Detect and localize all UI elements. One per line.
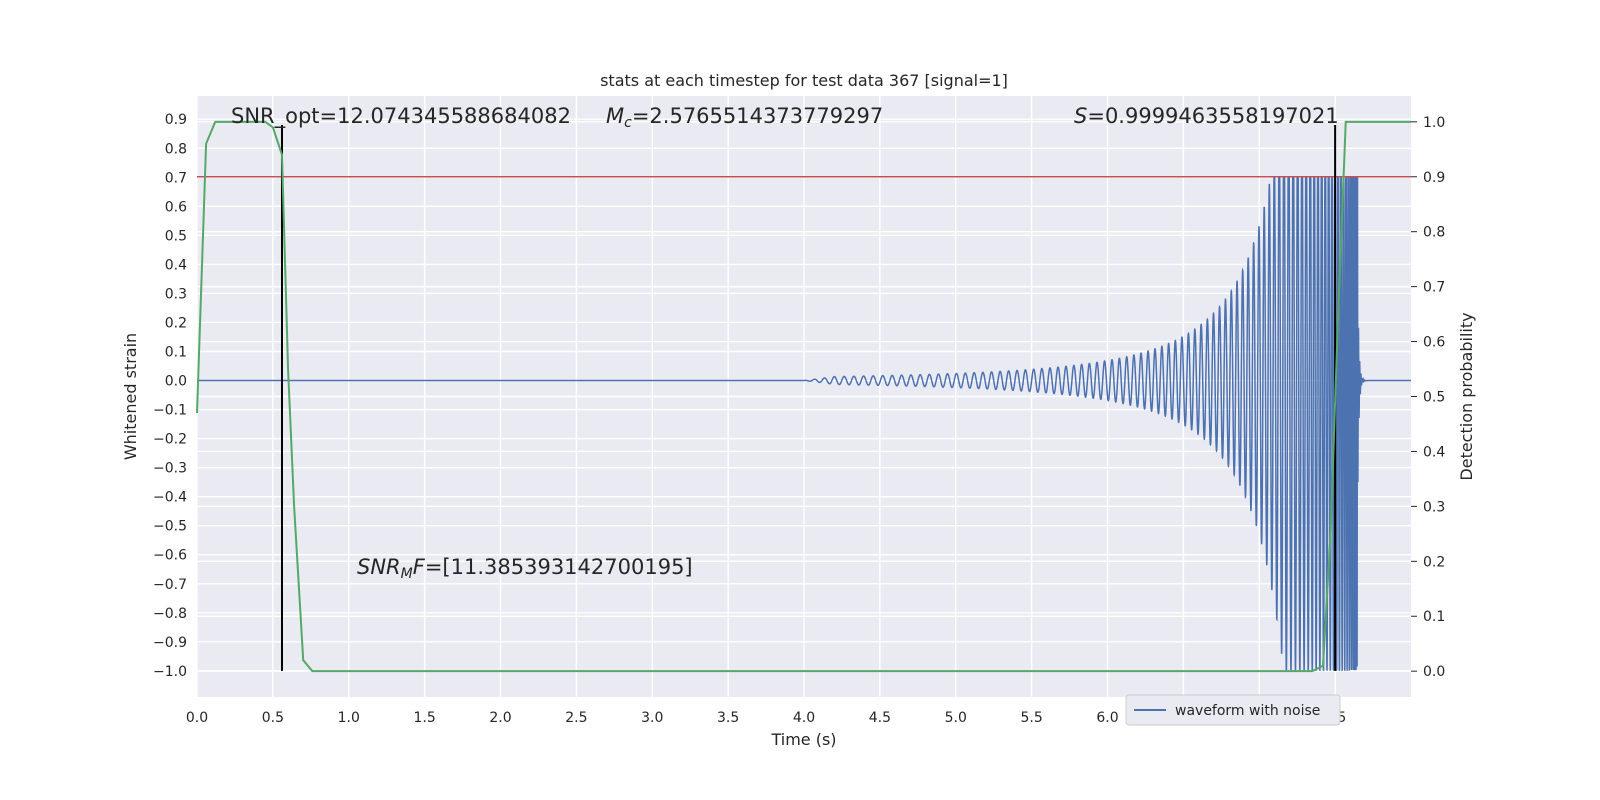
y2-tick-label: 0.5 — [1423, 390, 1445, 406]
y2-tick-label: 0.7 — [1423, 280, 1445, 296]
x-tick-label: 5.0 — [945, 710, 967, 726]
y2-axis-label: Detection probability — [1457, 312, 1476, 480]
y-tick-label: 0.8 — [165, 141, 187, 157]
annotation-chirp-mass: Mc=2.5765514373779297 — [606, 104, 883, 131]
y2-axis-ticks: 1.0 0.9 0.8 0.7 0.6 0.5 0.4 0.3 0.2 0.1 0.0 — [1411, 115, 1445, 680]
x-tick-label: 5.5 — [1020, 710, 1042, 726]
y-tick-label: −0.6 — [153, 548, 187, 564]
y-tick-label: 0.0 — [165, 374, 187, 390]
x-tick-label: 0.0 — [186, 710, 208, 726]
y-tick-label: 0.3 — [165, 286, 187, 302]
x-tick-label: 2.5 — [565, 710, 587, 726]
y-tick-label: −0.2 — [153, 432, 187, 448]
y2-tick-label: 0.0 — [1423, 664, 1445, 680]
y-tick-label: −0.1 — [153, 403, 187, 419]
y2-tick-label: 0.8 — [1423, 225, 1445, 241]
legend-box — [1125, 694, 1341, 726]
annotation-chirp-mass-subscript: c — [624, 115, 632, 131]
x-tick-label: 4.0 — [793, 710, 815, 726]
series-waveform-with-noise — [197, 176, 1411, 672]
y-axis-label: Whitened strain — [121, 333, 140, 460]
annotation-chirp-mass-value: =2.5765514373779297 — [632, 104, 883, 128]
y2-tick-label: 1.0 — [1423, 115, 1445, 131]
y-tick-label: −0.5 — [153, 519, 187, 535]
annotation-snr-mf-b: F — [413, 555, 426, 579]
x-tick-label: 4.5 — [869, 710, 891, 726]
y-tick-label: −1.0 — [153, 664, 187, 680]
y-tick-label: 0.7 — [165, 170, 187, 186]
y-tick-label: 0.4 — [165, 257, 187, 273]
annotation-chirp-mass-symbol: M — [606, 104, 624, 128]
annotation-snr-mf-value: =[11.385393142700195] — [425, 555, 693, 579]
y-tick-label: 0.1 — [165, 344, 187, 360]
y-tick-label: −0.3 — [153, 461, 187, 477]
y2-tick-label: 0.1 — [1423, 609, 1445, 625]
y2-tick-label: 0.2 — [1423, 554, 1445, 570]
x-tick-label: 3.5 — [717, 710, 739, 726]
y-tick-label: 0.6 — [165, 199, 187, 215]
y-tick-label: −0.9 — [153, 635, 187, 651]
y2-tick-label: 0.6 — [1423, 335, 1445, 351]
annotation-score: S=0.9999463558197021 — [1074, 104, 1339, 128]
y2-tick-label: 0.4 — [1423, 444, 1445, 460]
x-tick-label: 0.5 — [262, 710, 284, 726]
annotation-snr-opt: SNR_opt=12.074345588684082 — [231, 104, 571, 129]
chart-title: stats at each timestep for test data 367… — [600, 71, 1008, 90]
series-detection-probability — [196, 120, 1411, 673]
y-tick-label: −0.4 — [153, 490, 187, 506]
y-tick-label: 0.9 — [165, 112, 187, 128]
y2-tick-label: 0.3 — [1423, 499, 1445, 515]
x-tick-label: 1.5 — [413, 710, 435, 726]
x-tick-label: 2.0 — [489, 710, 511, 726]
annotation-score-value: =0.9999463558197021 — [1087, 104, 1338, 128]
y-tick-label: −0.7 — [153, 577, 187, 593]
annotation-snr-mf: SNRMF=[11.385393142700195] — [357, 555, 693, 582]
y-axis-ticks: 0.9 0.8 0.7 0.6 0.5 0.4 0.3 0.2 0.1 0.0 −0.1 −0.2 −0… — [153, 112, 187, 680]
x-tick-label: 3.0 — [641, 710, 663, 726]
legend-entry-waveform: waveform with noise — [1175, 703, 1320, 719]
y2-tick-label: 0.9 — [1423, 170, 1445, 186]
y-tick-label: −0.8 — [153, 606, 187, 622]
annotation-snr-mf-a: SNR — [357, 555, 401, 579]
y-tick-label: 0.2 — [165, 315, 187, 331]
x-tick-label: 1.0 — [338, 710, 360, 726]
annotation-snr-mf-subscript: M — [401, 566, 413, 582]
y-tick-label: 0.5 — [165, 228, 187, 244]
x-axis-label: Time (s) — [770, 730, 836, 749]
x-tick-label: 6.0 — [1096, 710, 1118, 726]
legend: waveform with noise — [1125, 694, 1341, 726]
series-layer — [196, 120, 1411, 673]
annotation-score-symbol: S — [1074, 104, 1087, 128]
